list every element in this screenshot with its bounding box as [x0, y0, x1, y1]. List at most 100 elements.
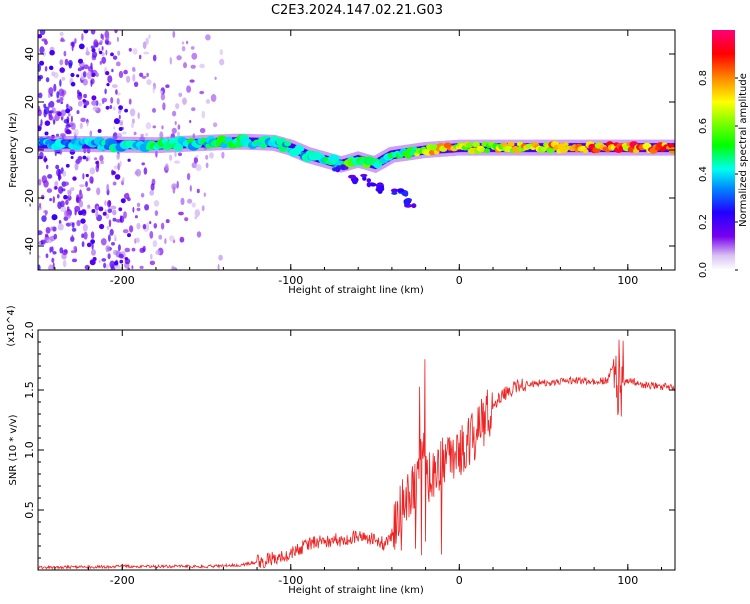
spectrogram-noise-speck [153, 223, 158, 229]
spectrogram-noise-dot [49, 49, 55, 56]
spectrogram-noise-speck [40, 119, 43, 126]
spectrogram-noise-dot [113, 118, 120, 125]
spectrogram-noise-speck [50, 226, 53, 231]
spectrogram-noise-dot [76, 74, 80, 78]
spectrogram-noise-speck [53, 119, 56, 125]
spectrogram-noise-speck [205, 99, 211, 104]
spectrogram-noise-speck [56, 133, 59, 137]
spectrogram-noise-speck [59, 59, 64, 66]
spectrogram-noise-speck [42, 51, 47, 57]
spectrogram-noise-speck [186, 85, 192, 93]
spectrogram-noise-speck [131, 122, 134, 129]
spectrogram-noise-speck [131, 247, 136, 252]
spectrogram-noise-speck [181, 46, 186, 52]
spectrogram-branch-blob [391, 191, 398, 195]
spectrogram-noise-speck [161, 125, 164, 130]
spectrogram-noise-speck [109, 228, 114, 236]
spectrogram-noise-speck [91, 100, 97, 106]
spectrogram-noise-dot [118, 127, 123, 131]
spectrogram-noise-speck [196, 231, 202, 238]
spectrogram-noise-speck [118, 70, 124, 79]
spectrogram-noise-speck [73, 128, 79, 136]
spectrogram-ridge-blob [284, 140, 292, 147]
spectrogram-noise-speck [105, 49, 108, 56]
spectrogram-noise-speck [38, 206, 42, 211]
spectrogram-noise-dot [82, 155, 87, 160]
spectrogram-noise-speck [201, 205, 205, 212]
spectrogram-noise-speck [114, 237, 117, 242]
spectrogram-noise-speck [70, 122, 76, 130]
spectrogram-noise-speck [128, 98, 132, 105]
spectrogram-noise-speck [193, 156, 198, 164]
spectrogram-noise-speck [76, 110, 80, 115]
spectrogram-noise-speck [85, 157, 89, 162]
spectrogram-noise-speck [56, 99, 61, 103]
spectrogram-ridge-blob [472, 141, 480, 148]
spectrogram-noise-speck [78, 192, 83, 198]
spectrogram-noise-speck [145, 132, 149, 137]
spectrogram-noise-speck [132, 206, 135, 213]
spectrogram-noise-speck [52, 226, 57, 232]
spectrogram-noise-speck [142, 41, 147, 49]
spectrogram-noise-dot [65, 163, 70, 168]
spectrogram-noise-dot [106, 83, 110, 87]
spectrogram-noise-speck [139, 247, 145, 253]
spectrogram-noise-speck [119, 215, 123, 223]
spectrogram-noise-speck [139, 54, 142, 60]
spectrogram-noise-speck [41, 175, 47, 184]
spectrogram-noise-dot [118, 207, 123, 212]
spectrogram-noise-dot [59, 67, 65, 73]
spectrogram-noise-speck [108, 219, 112, 228]
spectrogram-noise-speck [100, 160, 104, 165]
spectrogram-noise-speck [66, 103, 69, 109]
spectrogram-noise-speck [60, 109, 67, 117]
spectrogram-noise-speck [162, 102, 166, 111]
spectrogram-noise-speck [203, 192, 206, 197]
spectrogram-noise-speck [44, 66, 48, 72]
spectrogram-noise-speck [136, 207, 141, 212]
spectrogram-noise-speck [90, 79, 93, 87]
spectrogram-noise-speck [41, 215, 47, 223]
spectrogram-noise-speck [60, 133, 66, 137]
spectrogram-noise-speck [52, 196, 55, 204]
spectrogram-noise-dot [110, 52, 114, 57]
spectrogram-noise-speck [58, 186, 64, 194]
spectrogram-noise-speck [58, 88, 65, 97]
spectrogram-noise-dot [65, 129, 71, 135]
spectrogram-y-axis-label: Frequency (Hz) [8, 112, 19, 188]
spectrogram-noise-dot [118, 105, 123, 110]
colorbar-tick-label: 0.6 [698, 118, 709, 134]
spectrogram-noise-speck [61, 76, 66, 81]
spectrogram-noise-speck [100, 33, 103, 39]
spectrogram-y-tick-label: 40 [23, 47, 36, 61]
spectrogram-noise-speck [49, 198, 52, 202]
spectrogram-noise-dot [44, 120, 51, 126]
spectrogram-noise-speck [149, 260, 156, 266]
spectrogram-noise-speck [96, 206, 99, 211]
spectrogram-noise-dot [91, 95, 97, 101]
spectrogram-noise-speck [51, 71, 56, 77]
spectrogram-noise-speck [38, 255, 41, 259]
spectrogram-noise-speck [133, 131, 137, 136]
spectrogram-noise-speck [134, 215, 138, 219]
spectrogram-noise-speck [45, 253, 49, 259]
spectrogram-noise-speck [178, 92, 183, 98]
spectrogram-noise-dot [111, 170, 116, 175]
snr-y-tick-label: 0.5 [23, 501, 36, 519]
spectrogram-noise-speck [38, 179, 42, 186]
spectrogram-noise-speck [191, 162, 197, 169]
spectrogram-noise-speck [50, 246, 54, 253]
spectrogram-noise-dot [91, 209, 96, 213]
spectrogram-ridge-blob [173, 143, 184, 152]
spectrogram-noise-speck [68, 62, 73, 69]
colorbar-tick-label: 0.4 [698, 166, 709, 182]
spectrogram-noise-speck [218, 254, 223, 261]
spectrogram-noise-speck [104, 88, 107, 95]
spectrogram-noise-dot [78, 43, 85, 50]
spectrogram-noise-speck [63, 50, 67, 57]
spectrogram-noise-speck [47, 174, 53, 179]
spectrogram-noise-speck [44, 40, 48, 45]
spectrogram-noise-speck [38, 64, 41, 72]
spectrogram-noise-speck [98, 102, 102, 107]
